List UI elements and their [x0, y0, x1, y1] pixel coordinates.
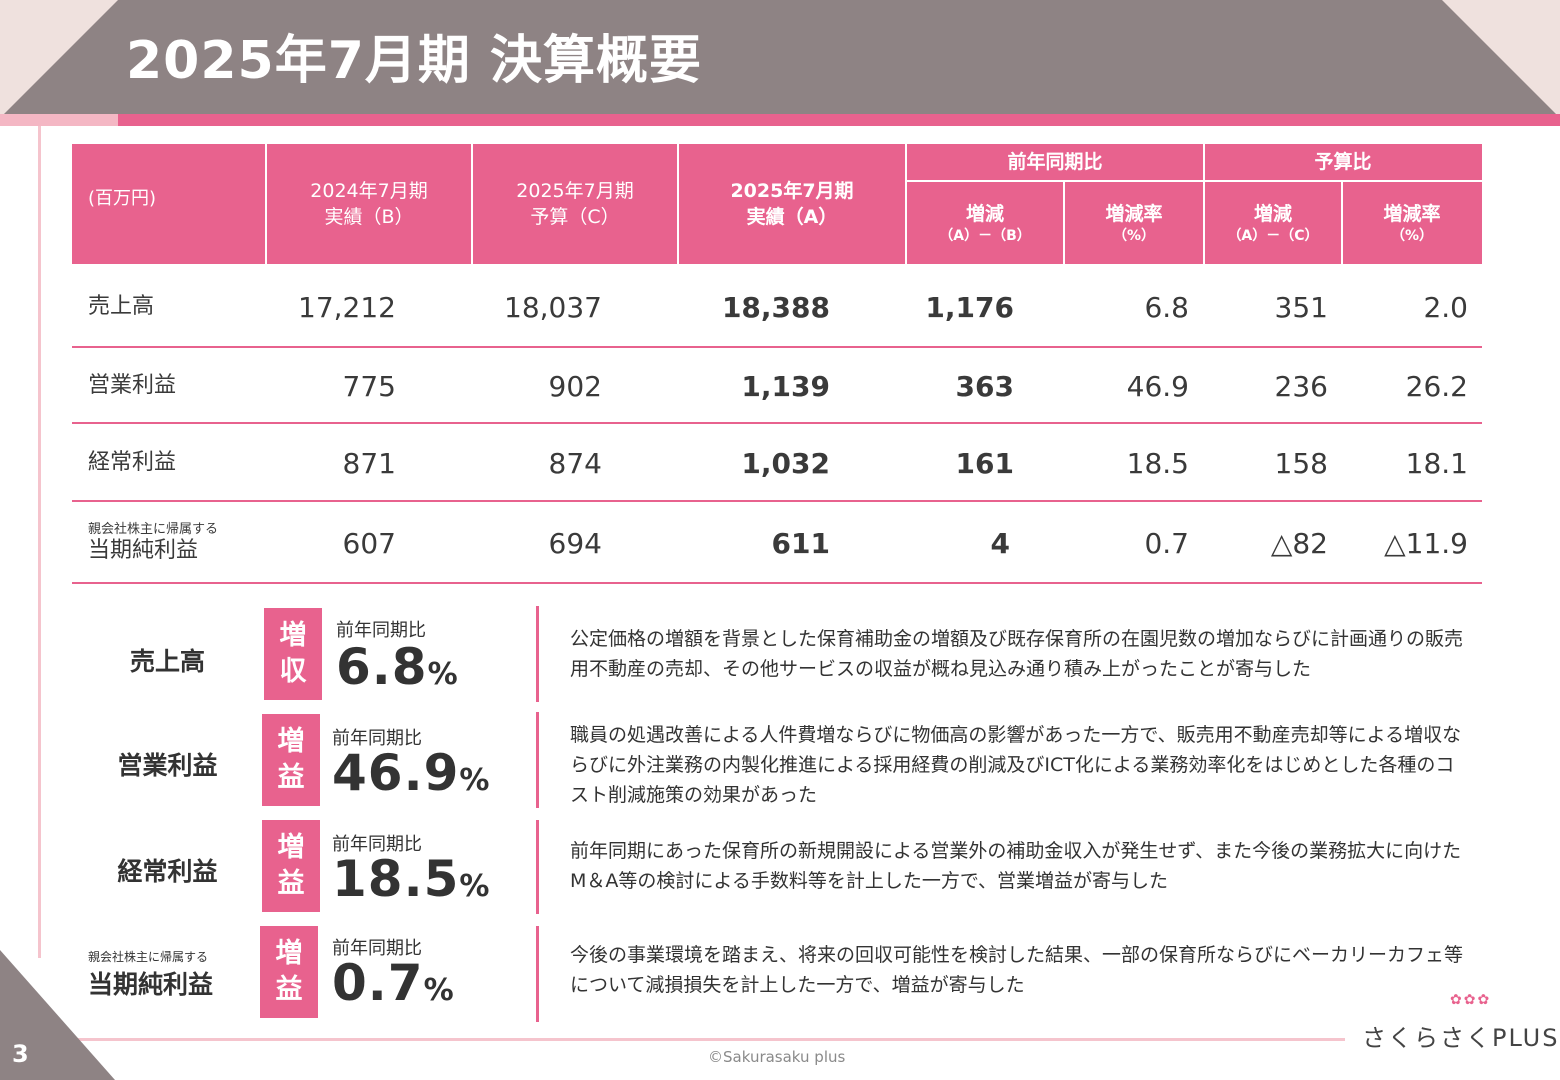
- table-header-group-yoy: 前年同期比: [906, 144, 1204, 180]
- side-divider: [38, 126, 41, 958]
- summary-label: 売上高: [129, 647, 205, 676]
- summary-block: 売上高 増収 前年同期比 6.8% 公定価格の増額を背景とした保育補助金の増額及…: [70, 606, 1490, 702]
- header-decor-right: [1442, 0, 1560, 118]
- summary-percent: 46.9%: [332, 744, 491, 802]
- summary-label: 営業利益: [117, 751, 218, 780]
- header-decor-left: [0, 0, 118, 118]
- table-header-col-a: 2025年7月期 実績（A）: [678, 144, 906, 264]
- summary-percent: 0.7%: [332, 954, 455, 1012]
- copyright: ©Sakurasaku plus: [708, 1048, 846, 1066]
- footer-line: [60, 1038, 1345, 1041]
- company-logo: さくらさくPLUS: [1362, 1024, 1560, 1052]
- page-number: 3: [12, 1040, 29, 1068]
- summary-percent: 18.5%: [332, 850, 491, 908]
- table-header-col-b: 2024年7月期 実績（B）: [266, 144, 472, 264]
- page-header: 2025年7月期 決算概要: [0, 0, 1560, 126]
- table-row: 親会社株主に帰属する 当期純利益 607 694 611 4 0.7 △82 △…: [72, 504, 1482, 584]
- summary-badge: 増収: [264, 608, 322, 700]
- summary-description: 職員の処遇改善による人件費増ならびに物価高の影響があった一方で、販売用不動産売却…: [570, 724, 1462, 806]
- table-row: 営業利益 775 902 1,139 363 46.9 236 26.2: [72, 350, 1482, 424]
- summary-description: 公定価格の増額を背景とした保育補助金の増額及び既存保育所の在園児数の増加ならびに…: [570, 628, 1464, 680]
- corner-decor: [0, 950, 115, 1080]
- table-header-unit: (百万円): [72, 144, 266, 264]
- summary-block: 親会社株主に帰属する 当期純利益 増益 前年同期比 0.7% 今後の事業環境を踏…: [70, 926, 1490, 1022]
- table-header-col-c: 2025年7月期 予算（C）: [472, 144, 678, 264]
- table-header-yoy-rate: 増減率 （%）: [1064, 182, 1204, 264]
- table-row: 売上高 17,212 18,037 18,388 1,176 6.8 351 2…: [72, 268, 1482, 348]
- summary-badge: 増益: [262, 820, 320, 912]
- summary-block: 経常利益 増益 前年同期比 18.5% 前年同期にあった保育所の新規開設による営…: [70, 820, 1490, 916]
- summary-label: 経常利益: [117, 857, 218, 886]
- table-header-budget-rate: 増減率 （%）: [1342, 182, 1482, 264]
- table-header-group-budget: 予算比: [1204, 144, 1482, 180]
- table-header-budget-diff: 増減 （A）－（C）: [1204, 182, 1342, 264]
- table-header-yoy-diff: 増減 （A）－（B）: [906, 182, 1064, 264]
- summary-description: 今後の事業環境を踏まえ、将来の回収可能性を検討した結果、一部の保育所ならびにベー…: [570, 944, 1464, 996]
- summary-description: 前年同期にあった保育所の新規開設による営業外の補助金収入が発生せず、また今後の業…: [570, 840, 1462, 892]
- header-accent-line: [118, 114, 1560, 126]
- summary-badge: 増益: [260, 926, 318, 1018]
- summary-percent: 6.8%: [336, 638, 459, 696]
- logo-mark-icon: ✿✿✿: [1450, 992, 1492, 1008]
- summary-block: 営業利益 増益 前年同期比 46.9% 職員の処遇改善による人件費増ならびに物価…: [70, 712, 1490, 808]
- summary-badge: 増益: [262, 714, 320, 806]
- page-title: 2025年7月期 決算概要: [126, 31, 703, 91]
- table-row: 経常利益 871 874 1,032 161 18.5 158 18.1: [72, 426, 1482, 502]
